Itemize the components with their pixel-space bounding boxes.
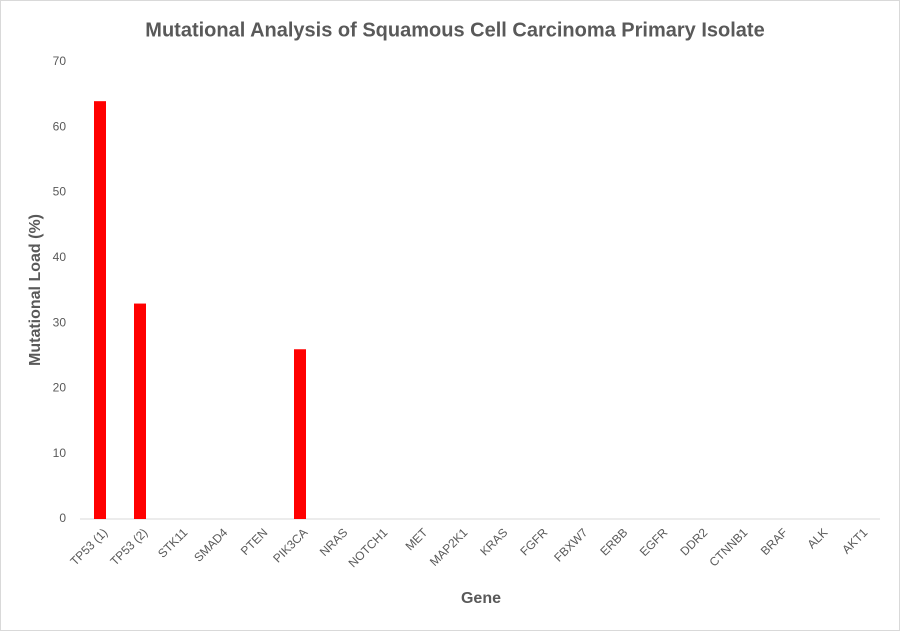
y-tick-label: 60 <box>53 119 67 133</box>
y-tick-label: 50 <box>53 185 67 199</box>
y-tick-label: 30 <box>53 315 67 329</box>
y-tick-label: 20 <box>53 381 67 395</box>
y-axis-title: Mutational Load (%) <box>27 214 44 366</box>
y-tick-label: 0 <box>59 511 66 525</box>
y-tick-label: 10 <box>53 446 67 460</box>
y-tick-label: 70 <box>53 54 67 68</box>
bar <box>134 303 146 519</box>
chart-title: Mutational Analysis of Squamous Cell Car… <box>145 19 764 41</box>
x-axis-title: Gene <box>461 590 501 607</box>
bar <box>294 349 306 519</box>
y-tick-label: 40 <box>53 250 67 264</box>
bar <box>94 101 106 520</box>
